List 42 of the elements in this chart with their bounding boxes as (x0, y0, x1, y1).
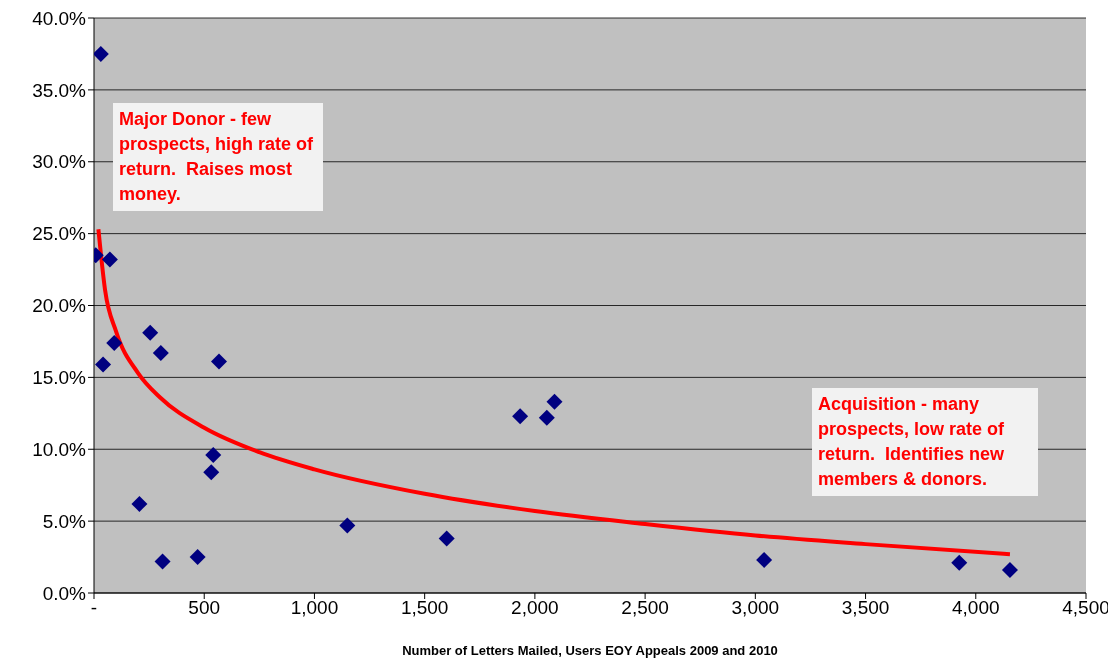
x-tick-label: 500 (188, 597, 221, 619)
point (951, 554, 968, 571)
point (205, 447, 222, 463)
point (1001, 562, 1018, 578)
y-tick-label: 10.0% (32, 438, 87, 460)
y-tick-label: 30.0% (32, 151, 87, 173)
y-tick-label: 20.0% (32, 295, 87, 317)
annotation: Acquisition - many prospects, low rate of return. Identifies new members & donors. (812, 388, 1038, 496)
x-tick-label: 1,500 (400, 597, 449, 619)
y-tick-label: 35.0% (32, 79, 87, 101)
x-tick-label: 1,000 (290, 597, 339, 619)
annotation: Major Donor - few prospects, high rate of return. Raises most money. (113, 103, 323, 211)
point (142, 324, 159, 341)
point (154, 553, 171, 570)
point (203, 464, 220, 481)
point (152, 344, 169, 361)
point (101, 251, 118, 268)
point (189, 549, 206, 566)
line-series (96, 227, 1012, 557)
x-tick-label: 3,000 (731, 597, 780, 619)
x-axis-title: Number of Letters Mailed, Users EOY Appeals 2009 and 2010 (402, 643, 778, 658)
point (756, 551, 773, 568)
y-tick-label: 5.0% (42, 510, 87, 532)
point (94, 45, 109, 62)
point (339, 517, 356, 534)
point (95, 356, 112, 373)
point (210, 353, 227, 370)
y-tick-label: 0.0% (42, 582, 87, 604)
point (546, 393, 563, 410)
point (131, 495, 148, 512)
point (438, 530, 455, 547)
point (106, 334, 123, 351)
x-tick-label: - (90, 597, 98, 619)
point (538, 409, 555, 426)
y-tick-label: 25.0% (32, 223, 87, 245)
x-tick-label: 2,500 (621, 597, 669, 619)
point (512, 408, 529, 425)
y-tick-label: 40.0% (32, 7, 87, 29)
x-tick-label: 3,500 (841, 597, 890, 619)
x-tick-label: 2,000 (511, 597, 559, 619)
y-tick-label: 15.0% (32, 367, 87, 389)
x-tick-label: 4,000 (952, 597, 1000, 619)
